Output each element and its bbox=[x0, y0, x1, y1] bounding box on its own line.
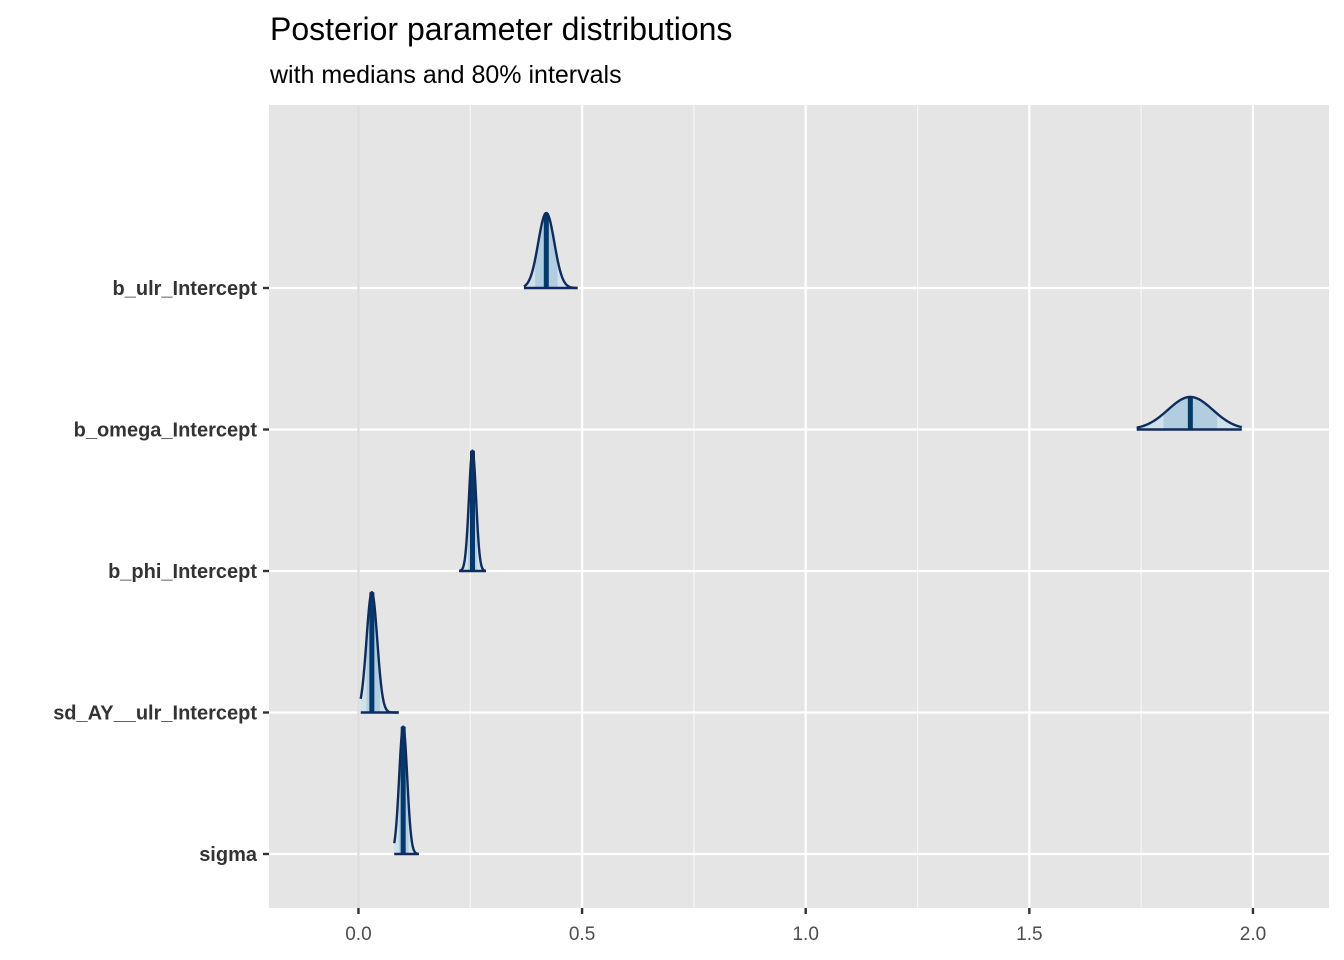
chart-subtitle: with medians and 80% intervals bbox=[269, 61, 622, 89]
y-tick-label: b_ulr_Intercept bbox=[113, 278, 258, 300]
x-tick-label: 2.0 bbox=[1240, 924, 1266, 945]
x-tick-label: 0.5 bbox=[569, 924, 595, 945]
x-tick-label: 0.0 bbox=[345, 924, 371, 945]
x-tick-label: 1.0 bbox=[792, 924, 818, 945]
y-tick-label: b_phi_Intercept bbox=[108, 561, 257, 583]
plot-panel bbox=[269, 105, 1329, 908]
y-tick-label: sigma bbox=[199, 844, 258, 866]
density-outline bbox=[1136, 395, 1243, 429]
density-ridges bbox=[359, 211, 1243, 856]
y-axis: b_ulr_Intercept b_omega_Intercept b_phi_In… bbox=[53, 278, 269, 866]
density-outline bbox=[458, 449, 487, 573]
ridge-b_phi_Intercept bbox=[458, 449, 487, 573]
chart-title: Posterior parameter distributions bbox=[270, 11, 732, 47]
density-outline bbox=[523, 211, 579, 290]
y-tick-label: b_omega_Intercept bbox=[74, 420, 258, 442]
x-tick-label: 1.5 bbox=[1016, 924, 1042, 945]
density-outline bbox=[393, 725, 420, 856]
ridge-b_ulr_Intercept bbox=[523, 211, 579, 290]
y-tick-label: sd_AY__ulr_Intercept bbox=[53, 703, 257, 725]
ridge-sd_AY__ulr_Intercept bbox=[359, 591, 400, 714]
ridge-sigma bbox=[393, 725, 420, 856]
ridge-b_omega_Intercept bbox=[1136, 395, 1243, 431]
x-axis: 0.0 0.5 1.0 1.5 2.0 bbox=[345, 908, 1266, 945]
